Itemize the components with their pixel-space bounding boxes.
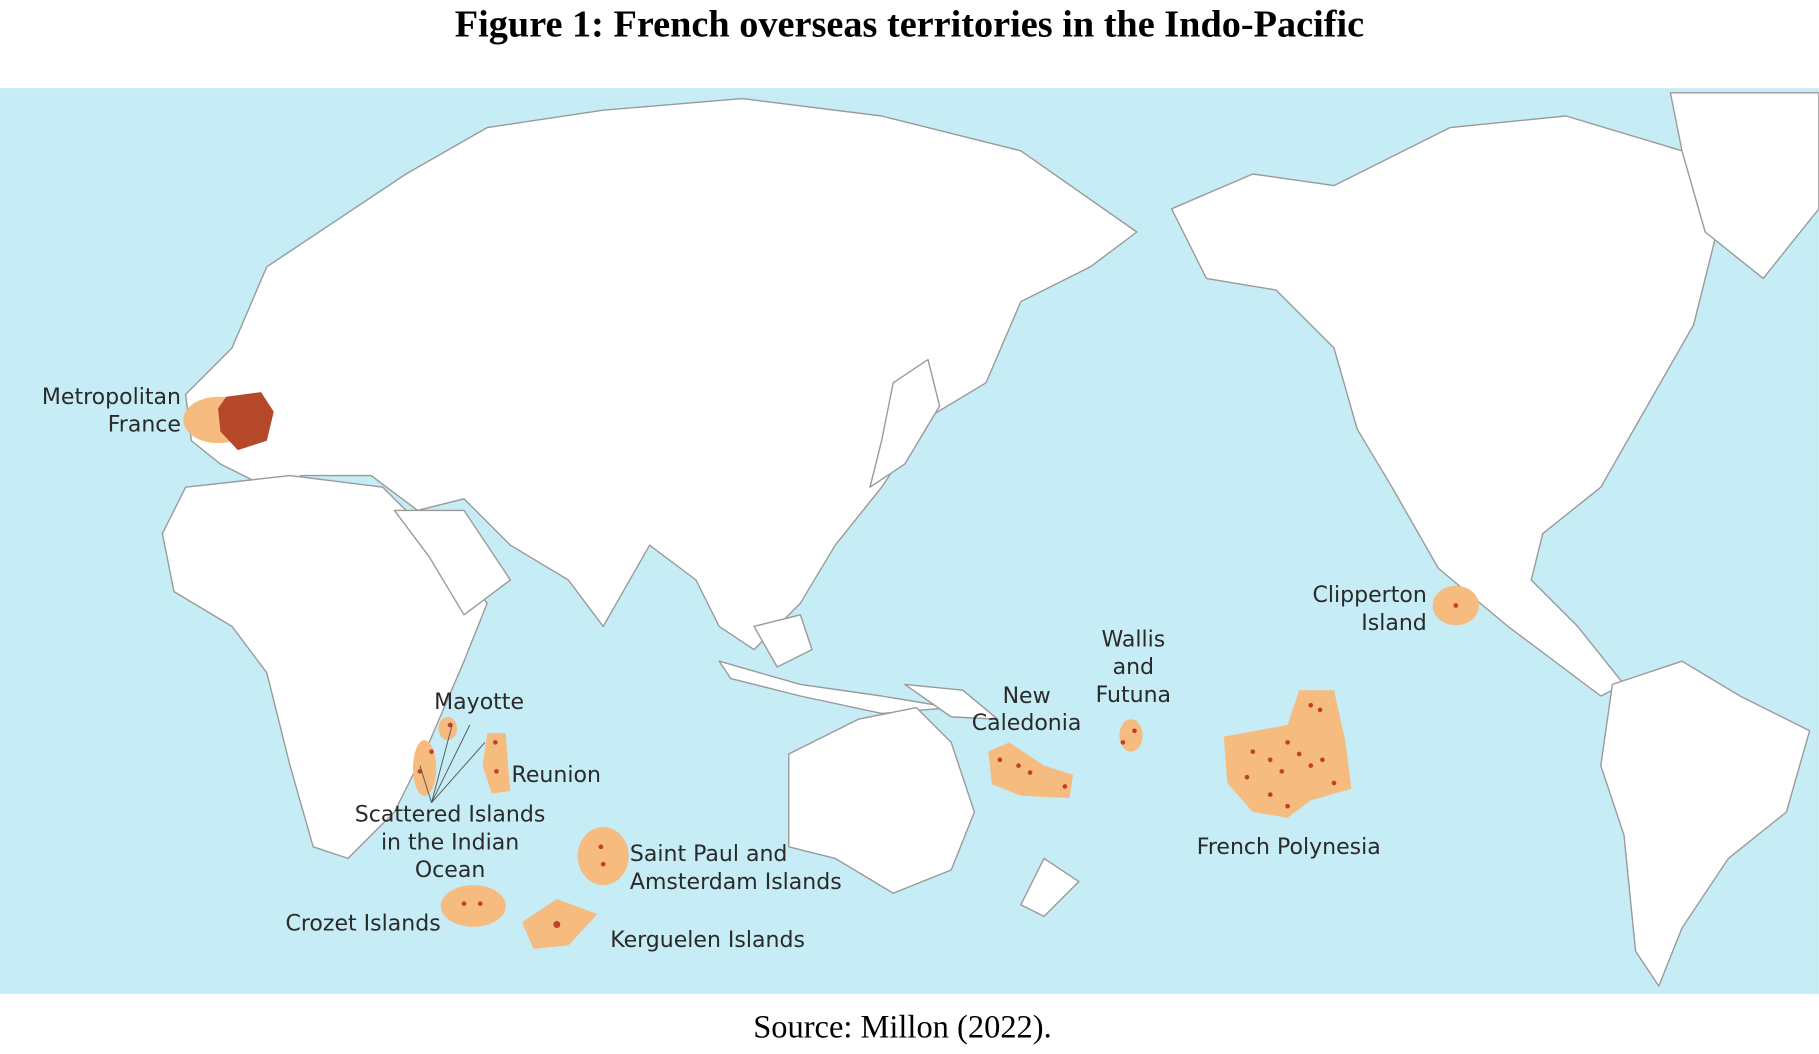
wallis-area — [1119, 719, 1143, 752]
new-guinea — [904, 683, 999, 720]
arabia — [393, 509, 512, 616]
eurasia — [184, 97, 1138, 651]
label: and — [1113, 655, 1154, 680]
french-polynesia-area — [1223, 690, 1352, 818]
island-dots — [417, 603, 1459, 928]
label: France — [108, 413, 181, 438]
title: Figure 1: French overseas territories in… — [455, 4, 1364, 46]
landmasses — [161, 92, 1819, 987]
label: Island — [1361, 611, 1427, 636]
territory-areas — [183, 392, 1479, 949]
north-america — [1170, 115, 1718, 697]
label: in the Indian — [381, 830, 519, 855]
new-caledonia-area — [988, 742, 1073, 799]
label: Futuna — [1096, 683, 1172, 708]
australia — [788, 706, 976, 894]
label: Saint Paul and — [630, 842, 788, 867]
label: Scattered Islands — [355, 802, 546, 827]
label: Wallis — [1101, 627, 1165, 652]
label: Caledonia — [972, 711, 1082, 736]
mayotte-area — [438, 716, 458, 741]
reunion-area — [482, 733, 511, 794]
source: Source: Millon (2022). — [753, 1010, 1051, 1046]
south-america — [1600, 660, 1811, 987]
label: Mayotte — [434, 690, 524, 715]
label: Metropolitan — [42, 385, 181, 410]
saint-paul-area — [577, 827, 629, 886]
label: Crozet Islands — [285, 912, 440, 937]
label: Kerguelen Islands — [610, 928, 805, 953]
france — [218, 392, 274, 451]
label: New — [1003, 684, 1051, 709]
scattered-area — [412, 740, 437, 796]
label: Clipperton — [1313, 583, 1427, 608]
label: French Polynesia — [1197, 835, 1381, 860]
borneo — [753, 614, 813, 668]
label: Reunion — [512, 763, 601, 788]
crozet-area — [440, 885, 506, 927]
territory-labels: Metropolitan France Mayotte Reunion Scat… — [42, 385, 1427, 953]
label: Ocean — [415, 858, 485, 883]
leader-lines — [419, 723, 486, 804]
new-zealand — [1020, 857, 1080, 918]
map-figure: Figure 1: French overseas territories in… — [0, 4, 1819, 1046]
japan — [869, 358, 941, 488]
label: Amsterdam Islands — [630, 870, 842, 895]
